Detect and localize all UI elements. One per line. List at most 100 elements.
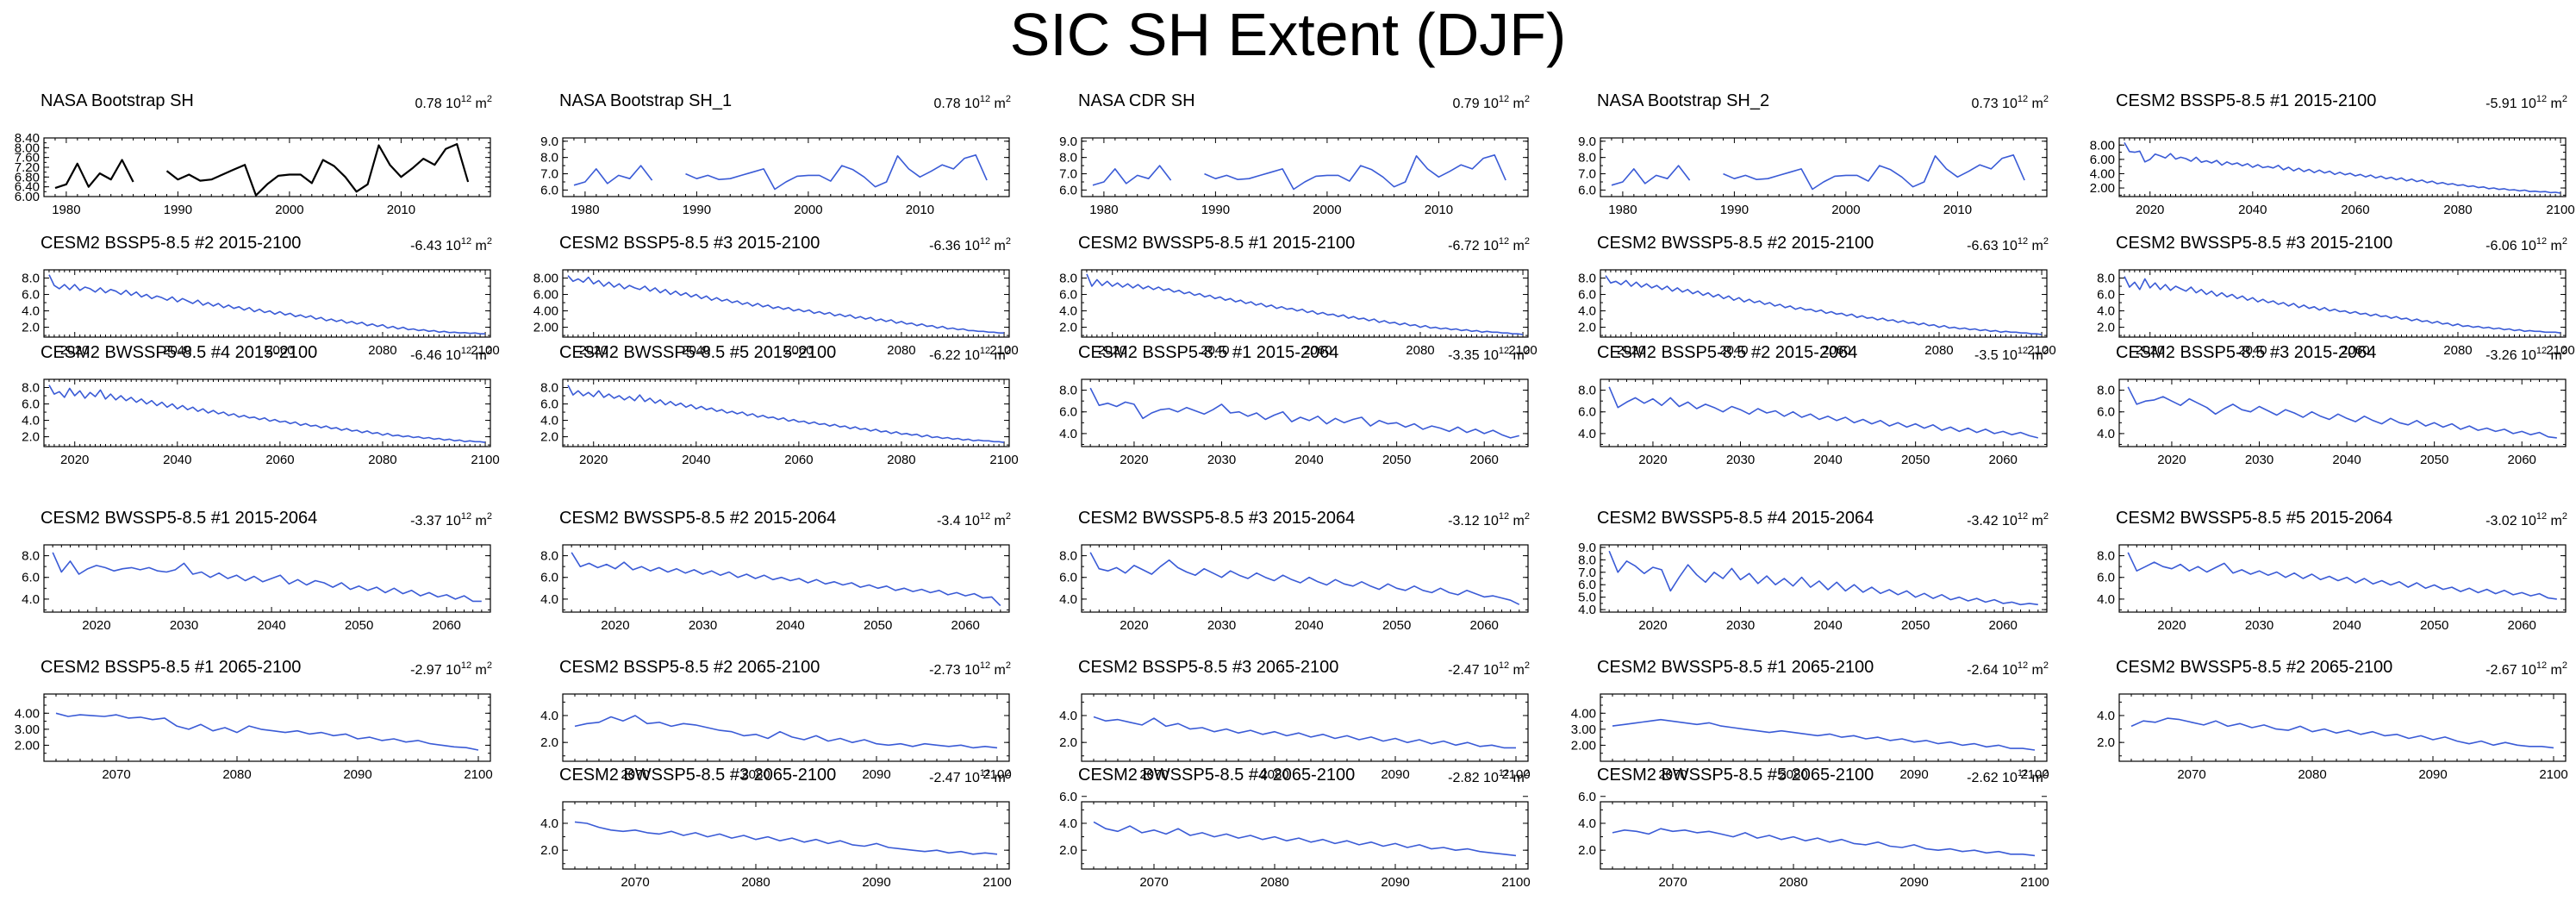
y-tick-label: 8.0	[540, 381, 558, 396]
x-tick-label: 2040	[682, 453, 710, 467]
y-tick-label: 8.00	[15, 141, 40, 155]
plot-frame	[43, 693, 491, 762]
y-tick-label: 8.0	[2097, 384, 2115, 398]
x-tick-label: 2070	[1139, 767, 1168, 782]
chart-panel-11: CESM2 BWSSP5-8.5 #4 2015-2100 -6.46 1012 …	[22, 343, 500, 467]
x-tick-label: 2080	[1779, 767, 1807, 782]
x-tick-label: 2020	[1098, 343, 1126, 358]
y-tick-label: 8.0	[22, 549, 40, 564]
x-tick-label: 2020	[579, 343, 608, 358]
x-tick-label: 2010	[1943, 203, 1972, 217]
panel-trend: -3.12 1012 m2	[1448, 511, 1530, 528]
plot-frame	[2118, 137, 2567, 197]
plot-frame	[43, 378, 491, 447]
y-tick-label: 2.00	[2090, 181, 2115, 196]
x-tick-label: 2080	[2443, 203, 2472, 217]
x-tick-label: 2060	[265, 453, 294, 467]
x-tick-label: 2070	[1658, 767, 1687, 782]
y-tick-label: 4.0	[2097, 592, 2115, 607]
plot-frame	[1600, 137, 2048, 197]
x-tick-label: 2090	[343, 767, 371, 782]
panel-title: NASA Bootstrap SH_2	[1597, 91, 1769, 110]
panel-trend: -2.73 1012 m2	[929, 660, 1011, 678]
y-tick-label: 8.0	[1059, 549, 1077, 564]
y-tick-label: 6.00	[2090, 153, 2115, 167]
y-tick-label: 6.0	[22, 571, 40, 585]
x-tick-label: 2090	[1381, 875, 1409, 890]
y-tick-label: 2.0	[2097, 735, 2115, 750]
x-tick-label: 2020	[1638, 618, 1667, 633]
x-tick-label: 2090	[862, 875, 890, 890]
plot-frame	[1600, 378, 2048, 447]
series-line	[1605, 275, 2043, 335]
panel-title: CESM2 BSSP5-8.5 #1 2015-2064	[1078, 343, 1338, 362]
panel-trend: -3.02 1012 m2	[2486, 511, 2567, 528]
x-tick-label: 2060	[1989, 453, 2018, 467]
x-tick-label: 2050	[2420, 618, 2448, 633]
x-tick-label: 2050	[864, 618, 892, 633]
panel-title: CESM2 BWSSP5-8.5 #2 2065-2100	[2116, 658, 2392, 677]
x-tick-label: 1990	[164, 203, 192, 217]
y-tick-label: 6.0	[1059, 405, 1077, 420]
x-tick-label: 2080	[1924, 343, 1953, 358]
y-tick-label: 7.20	[15, 160, 40, 175]
series-line	[54, 143, 470, 197]
y-tick-label: 2.0	[22, 430, 40, 445]
x-tick-label: 2100	[989, 343, 1018, 358]
x-tick-label: 2050	[2420, 453, 2448, 467]
panel-title: CESM2 BSSP5-8.5 #3 2015-2100	[559, 234, 820, 253]
x-tick-label: 2080	[741, 767, 770, 782]
x-tick-label: 1980	[571, 203, 599, 217]
y-tick-label: 6.0	[1578, 578, 1596, 592]
x-tick-label: 2090	[1381, 767, 1409, 782]
series-line	[574, 715, 998, 749]
x-tick-label: 1990	[1201, 203, 1230, 217]
x-tick-label: 2090	[2418, 767, 2447, 782]
x-tick-label: 2030	[2245, 618, 2273, 633]
chart-panel-12: CESM2 BWSSP5-8.5 #5 2015-2100 -6.22 1012 …	[540, 343, 1019, 467]
y-tick-label: 9.0	[1578, 134, 1596, 149]
series-line	[1608, 550, 2038, 606]
x-tick-label: 2020	[579, 453, 608, 467]
chart-panel-14: CESM2 BSSP5-8.5 #2 2015-2064 -3.5 1012 m2…	[1578, 343, 2049, 467]
panel-title: CESM2 BSSP5-8.5 #2 2015-2100	[41, 234, 301, 253]
x-tick-label: 2100	[1501, 875, 1530, 890]
y-tick-label: 2.0	[540, 843, 558, 858]
y-tick-label: 2.0	[540, 430, 558, 445]
x-tick-label: 2080	[368, 343, 396, 358]
x-tick-label: 2020	[601, 618, 629, 633]
x-tick-label: 2040	[1201, 343, 1229, 358]
y-tick-label: 2.00	[1571, 738, 1596, 753]
panel-title: CESM2 BWSSP5-8.5 #4 2065-2100	[1078, 766, 1355, 785]
plot-frame	[1600, 801, 2048, 870]
series-line	[1612, 718, 2036, 751]
x-tick-label: 2070	[1139, 875, 1168, 890]
x-tick-label: 2100	[2546, 203, 2574, 217]
series-line	[574, 821, 998, 855]
y-tick-label: 8.0	[1578, 151, 1596, 166]
panel-trend: -6.06 1012 m2	[2486, 236, 2567, 253]
y-tick-label: 3.00	[15, 722, 40, 737]
x-tick-label: 2030	[1726, 453, 1755, 467]
x-tick-label: 2040	[1294, 453, 1323, 467]
panel-trend: -6.63 1012 m2	[1967, 236, 2049, 253]
panel-trend: -6.46 1012 m2	[410, 346, 492, 363]
x-tick-label: 2080	[1260, 767, 1288, 782]
y-tick-label: 3.00	[1571, 722, 1596, 737]
y-tick-label: 6.0	[2097, 405, 2115, 420]
panel-trend: -2.47 1012 m2	[929, 768, 1011, 785]
x-tick-label: 2100	[464, 767, 492, 782]
panel-trend: -2.47 1012 m2	[1448, 660, 1530, 678]
chart-panel-15: CESM2 BSSP5-8.5 #3 2015-2064 -3.26 1012 m…	[2097, 343, 2567, 467]
series-line	[48, 274, 485, 335]
y-tick-label: 8.0	[2097, 549, 2115, 564]
plot-frame	[43, 269, 491, 338]
plot-frame	[43, 137, 491, 197]
y-tick-label: 4.0	[2097, 709, 2115, 723]
x-tick-label: 2060	[951, 618, 980, 633]
x-tick-label: 2060	[2508, 453, 2536, 467]
y-tick-label: 8.0	[2097, 272, 2115, 286]
y-tick-label: 2.0	[540, 735, 558, 750]
x-tick-label: 2080	[887, 343, 915, 358]
